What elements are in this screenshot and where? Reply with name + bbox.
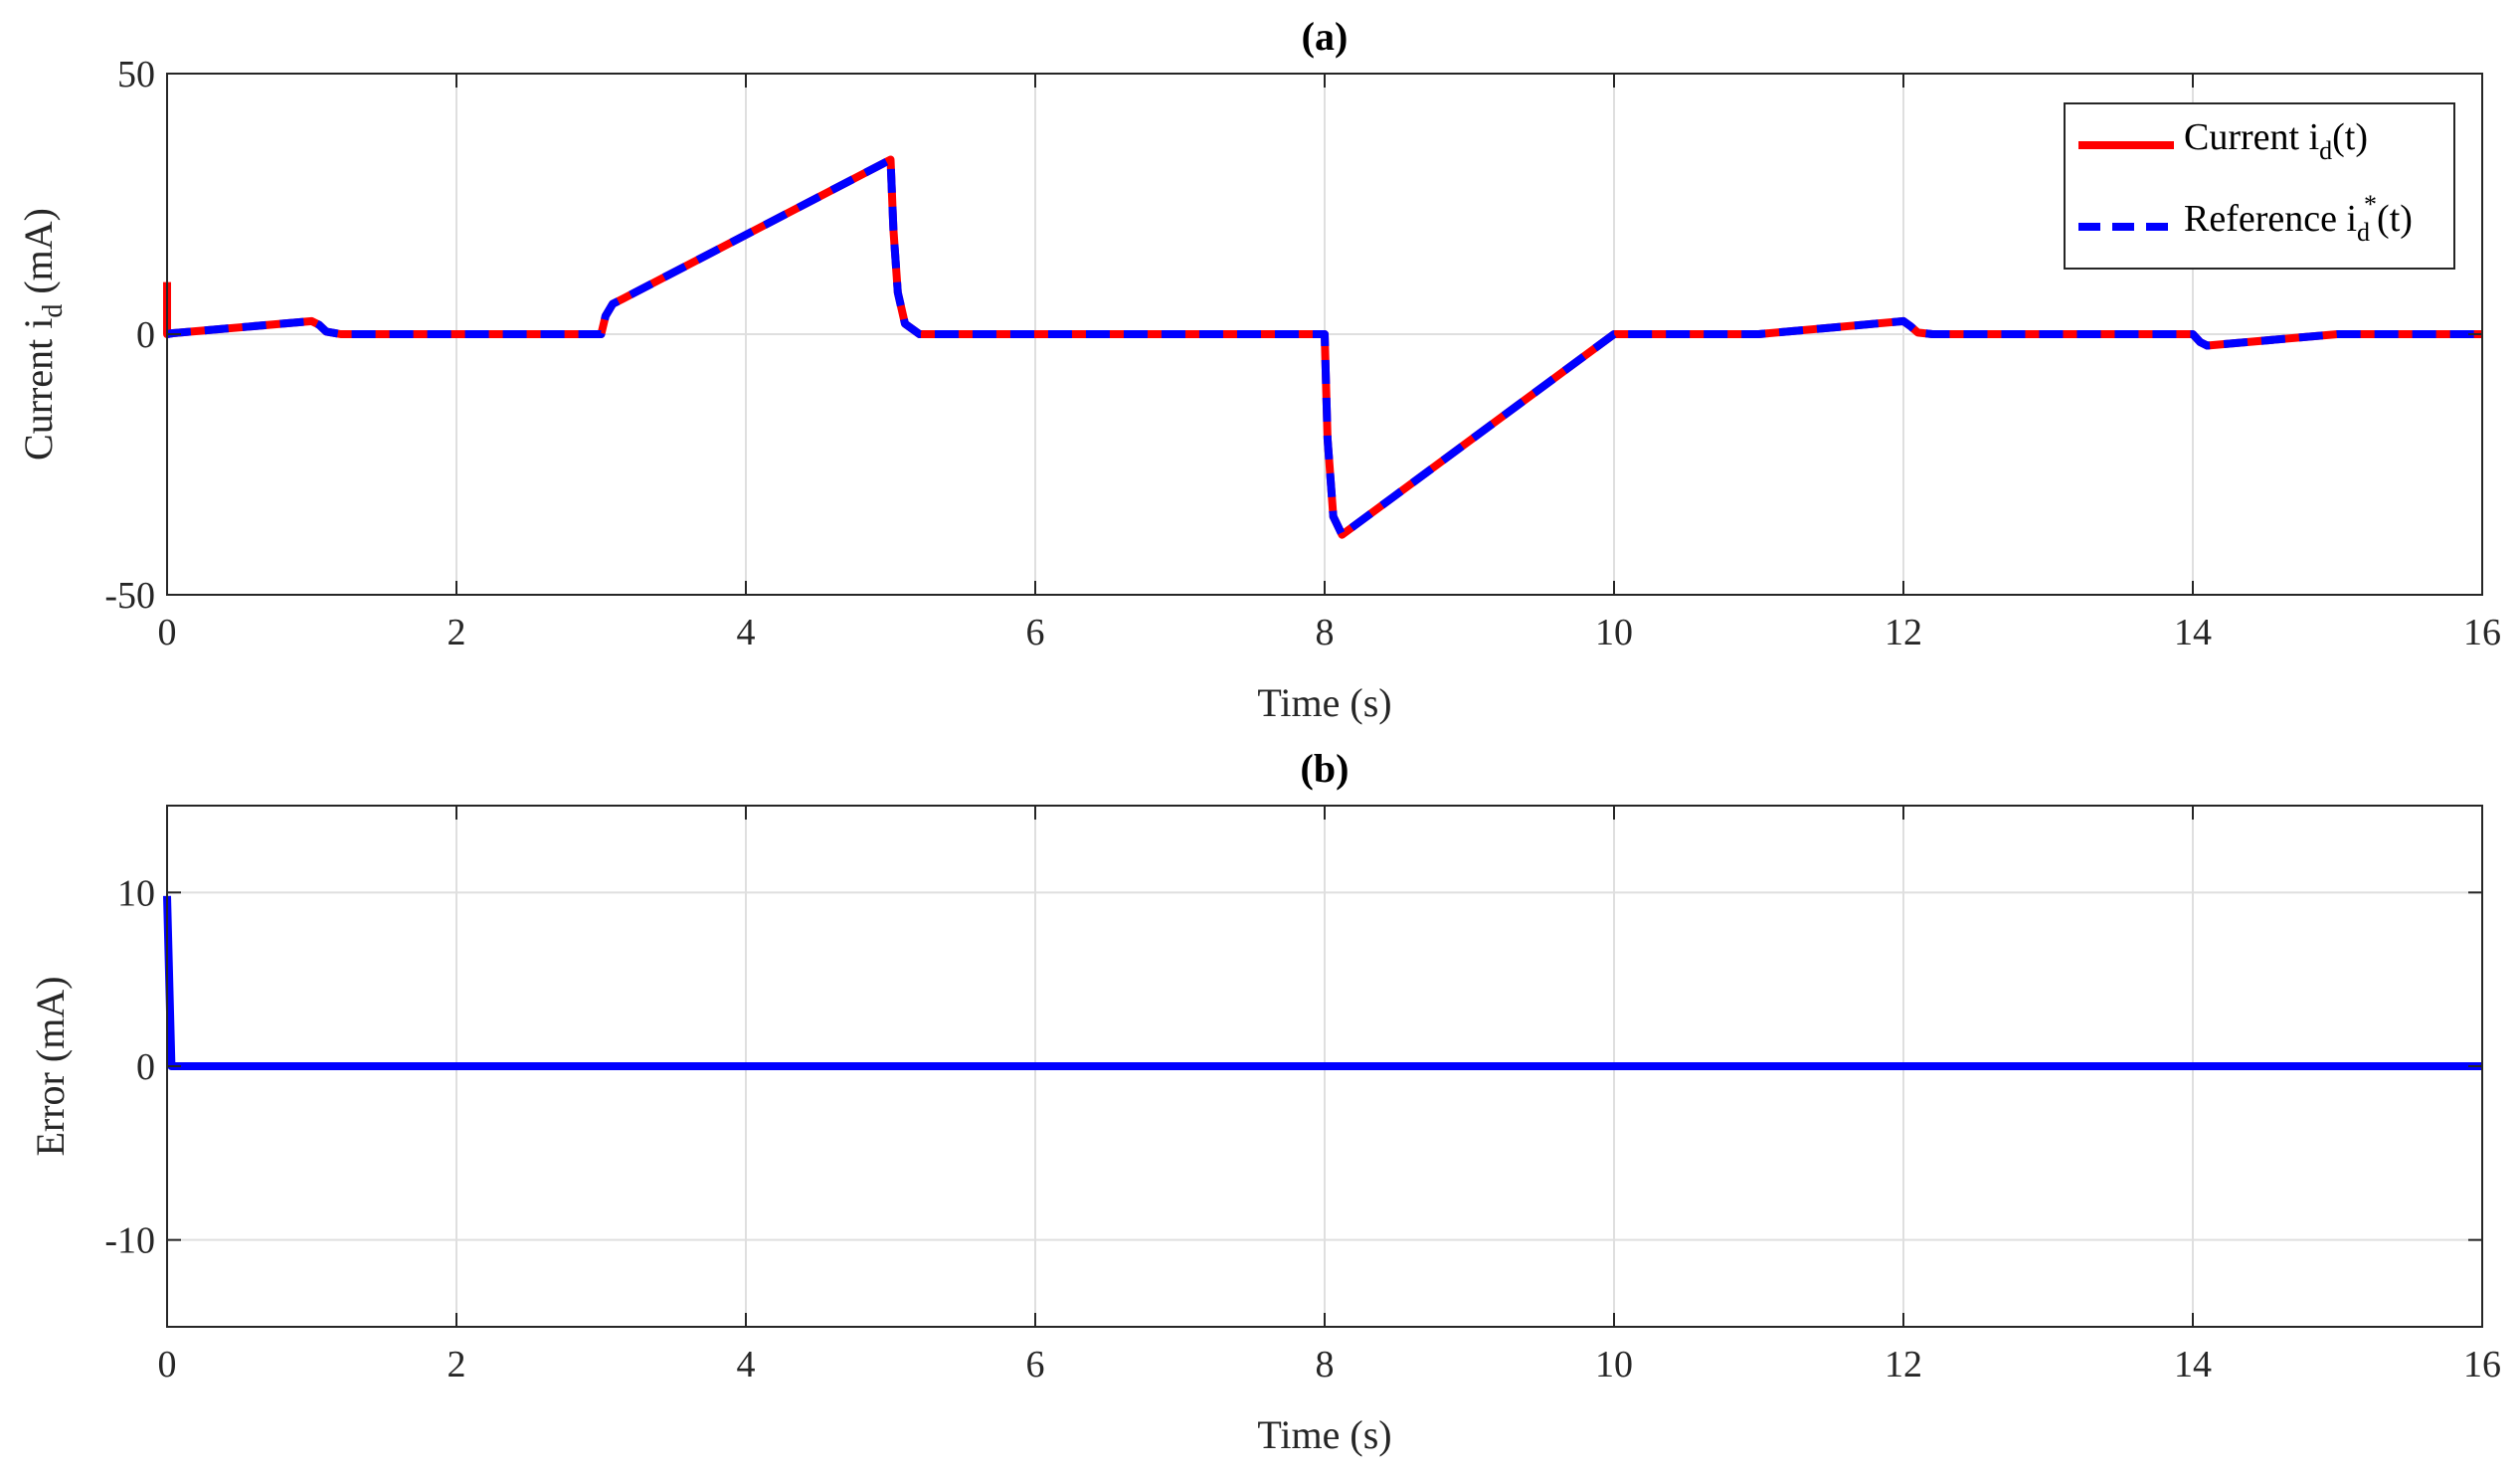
panel-b-x-tick-label: 2 [448,1344,466,1385]
panel-b-y-tick-label: 0 [136,1046,155,1088]
panel-a-x-tick-label: 4 [737,612,756,653]
legend-entry-reference-base: Reference i [2184,198,2357,240]
panel-b-x-tick-label: 10 [1595,1344,1633,1385]
panel-a-x-tick-label: 0 [158,612,177,653]
panel-a-x-tick-label: 6 [1026,612,1045,653]
legend-entry-reference-sub: d [2357,218,2370,247]
panel-a-y-tick-label: 50 [117,54,155,95]
panel-a-x-tick-label: 16 [2463,612,2501,653]
panel-b-x-axis-label: Time (s) [1257,1412,1391,1457]
panel-a-x-tick-label: 12 [1885,612,1922,653]
panel-a-legend: Current id(t) Reference id*(t) [2064,102,2455,270]
legend-entry-current-sub: d [2319,136,2332,165]
panel-a-x-tick-label: 8 [1316,612,1335,653]
panel-b-x-tick-label: 6 [1026,1344,1045,1385]
panel-b-x-tick-label: 8 [1316,1344,1335,1385]
panel-a-series [163,155,2482,539]
panel-a-y-axis-label: Current id (mA) [16,208,69,461]
legend-entry-current-tail: (t) [2332,116,2368,158]
panel-b-ticks: 0 2 4 6 8 10 12 14 16 -10 0 10 [104,806,2501,1385]
legend-entry-current-base: Current i [2184,116,2319,158]
panel-b-y-tick-label: -10 [104,1220,155,1262]
panel-a-title: (a) [1302,14,1349,59]
legend-entry-reference: Reference id*(t) [2184,190,2413,247]
legend-entry-reference-sup: * [2364,190,2377,219]
panel-b-x-tick-label: 16 [2463,1344,2501,1385]
panel-b-x-tick-label: 0 [158,1344,177,1385]
panel-a-x-tick-label: 2 [448,612,466,653]
panel-b-y-tick-label: 10 [117,872,155,914]
panel-a-y-axis-label-sub: d [38,304,69,318]
panel-a-series-line-1 [166,155,2482,539]
panel-a-x-tick-label: 10 [1595,612,1633,653]
panel-a-y-tick-label: -50 [104,575,155,617]
legend-box [2064,102,2455,270]
legend-entry-reference-tail: (t) [2377,198,2413,240]
panel-a-y-axis-label-base: Current i [16,318,61,461]
panel-a-x-axis-label: Time (s) [1257,680,1391,725]
panel-a-x-tick-label: 14 [2174,612,2212,653]
panel-b-title: (b) [1301,746,1350,791]
panel-b: 0 2 4 6 8 10 12 14 16 -10 0 10 (b) Time (s) Error (… [28,746,2501,1457]
panel-a-y-axis-label-unit: (mA) [16,208,61,304]
panel-b-x-tick-label: 4 [737,1344,756,1385]
panel-b-x-tick-label: 14 [2174,1344,2212,1385]
legend-entry-current: Current id(t) [2184,116,2368,165]
panel-b-x-tick-label: 12 [1885,1344,1922,1385]
panel-a-y-tick-label: 0 [136,314,155,356]
panel-b-y-axis-label: Error (mA) [28,976,73,1156]
